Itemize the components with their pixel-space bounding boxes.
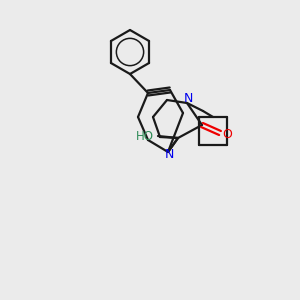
Text: N: N	[183, 92, 193, 104]
Text: O: O	[222, 128, 232, 142]
Text: N: N	[164, 148, 174, 160]
Text: HO: HO	[136, 130, 154, 142]
